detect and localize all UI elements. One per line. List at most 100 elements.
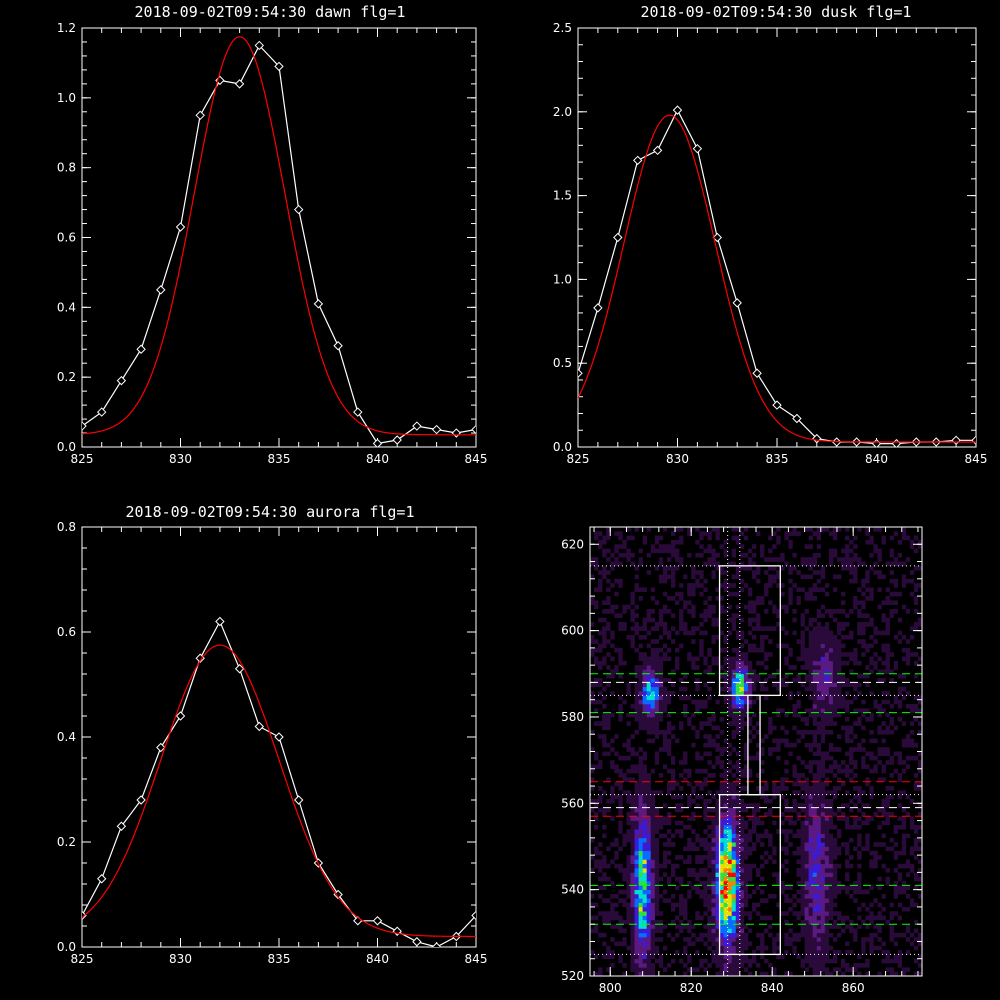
image-pixel: [808, 665, 813, 670]
image-pixel: [756, 596, 761, 601]
image-pixel: [590, 561, 595, 567]
image-pixel: [828, 945, 834, 951]
image-pixel: [650, 699, 656, 705]
image-pixel: [662, 699, 668, 705]
image-pixel: [654, 885, 660, 890]
image-pixel: [650, 725, 656, 731]
image-pixel: [642, 829, 647, 834]
image-pixel: [743, 742, 749, 748]
image-pixel: [719, 665, 724, 670]
image-pixel: [796, 816, 801, 821]
image-pixel: [666, 781, 672, 787]
image-pixel: [699, 932, 704, 938]
image-pixel: [735, 807, 741, 813]
image-pixel: [590, 695, 595, 700]
image-pixel: [723, 678, 728, 683]
y-tick-label: 0.8: [57, 520, 76, 534]
image-pixel: [739, 816, 745, 821]
image-pixel: [853, 578, 858, 584]
image-pixel: [905, 535, 911, 541]
image-pixel: [711, 898, 716, 903]
image-pixel: [618, 652, 623, 657]
image-pixel: [849, 630, 854, 636]
image-pixel: [707, 807, 712, 813]
image-pixel: [675, 527, 680, 532]
image-pixel: [703, 855, 708, 860]
image-pixel: [812, 760, 818, 765]
image-pixel: [857, 557, 862, 562]
image-pixel: [812, 630, 818, 636]
image-pixel: [877, 574, 882, 580]
image-pixel: [602, 872, 607, 877]
image-pixel: [675, 738, 680, 744]
image-pixel: [816, 630, 822, 636]
image-pixel: [642, 911, 647, 916]
y-tick-label: 0.6: [57, 231, 76, 245]
image-pixel: [796, 704, 801, 709]
image-pixel: [707, 863, 712, 869]
image-pixel: [824, 583, 830, 588]
image-pixel: [849, 863, 854, 869]
image-pixel: [889, 729, 894, 735]
image-pixel: [695, 539, 700, 545]
image-pixel: [670, 613, 676, 618]
image-pixel: [820, 669, 826, 675]
image-pixel: [691, 665, 696, 670]
image-pixel: [865, 937, 870, 942]
image-pixel: [820, 643, 826, 649]
image-pixel: [711, 863, 716, 869]
image-pixel: [901, 790, 907, 795]
image-pixel: [650, 673, 656, 679]
image-pixel: [711, 941, 716, 947]
image-pixel: [650, 919, 656, 925]
image-pixel: [614, 850, 619, 856]
image-pixel: [735, 876, 741, 882]
image-pixel: [670, 777, 676, 783]
image-pixel: [913, 829, 919, 834]
image-pixel: [707, 652, 712, 657]
x-tick-label: 800: [599, 981, 622, 995]
panel-dusk-title: 2018-09-02T09:54:30 dusk flg=1: [641, 3, 912, 21]
image-pixel: [812, 829, 818, 834]
image-pixel: [877, 729, 882, 735]
image-pixel: [828, 557, 834, 562]
image-pixel: [772, 850, 777, 856]
image-pixel: [731, 971, 737, 977]
image-pixel: [772, 945, 777, 951]
image-pixel: [699, 881, 704, 886]
image-pixel: [679, 535, 684, 541]
image-pixel: [687, 798, 692, 804]
image-pixel: [687, 803, 692, 808]
y-tick-label: 1.5: [553, 189, 572, 203]
image-pixel: [800, 893, 805, 899]
image-pixel: [715, 621, 720, 627]
image-pixel: [618, 716, 623, 722]
image-pixel: [743, 958, 749, 964]
image-pixel: [634, 915, 639, 921]
image-pixel: [885, 626, 890, 631]
image-pixel: [630, 954, 635, 960]
image-pixel: [723, 673, 728, 679]
image-pixel: [703, 885, 708, 890]
image-pixel: [675, 915, 680, 921]
image-pixel: [646, 738, 652, 744]
image-pixel: [816, 570, 822, 575]
image-pixel: [634, 807, 639, 813]
image-pixel: [824, 656, 830, 662]
image-pixel: [598, 760, 603, 765]
image-pixel: [828, 885, 834, 890]
image-pixel: [679, 794, 684, 800]
image-pixel: [808, 889, 813, 895]
image-pixel: [804, 846, 809, 852]
image-pixel: [658, 617, 664, 623]
image-pixel: [820, 716, 826, 722]
image-pixel: [723, 773, 728, 778]
image-pixel: [804, 958, 809, 964]
image-pixel: [756, 673, 761, 679]
image-pixel: [897, 639, 903, 644]
image-pixel: [719, 893, 724, 899]
image-pixel: [747, 630, 753, 636]
image-pixel: [776, 621, 781, 627]
image-pixel: [800, 682, 805, 688]
image-pixel: [913, 716, 919, 722]
